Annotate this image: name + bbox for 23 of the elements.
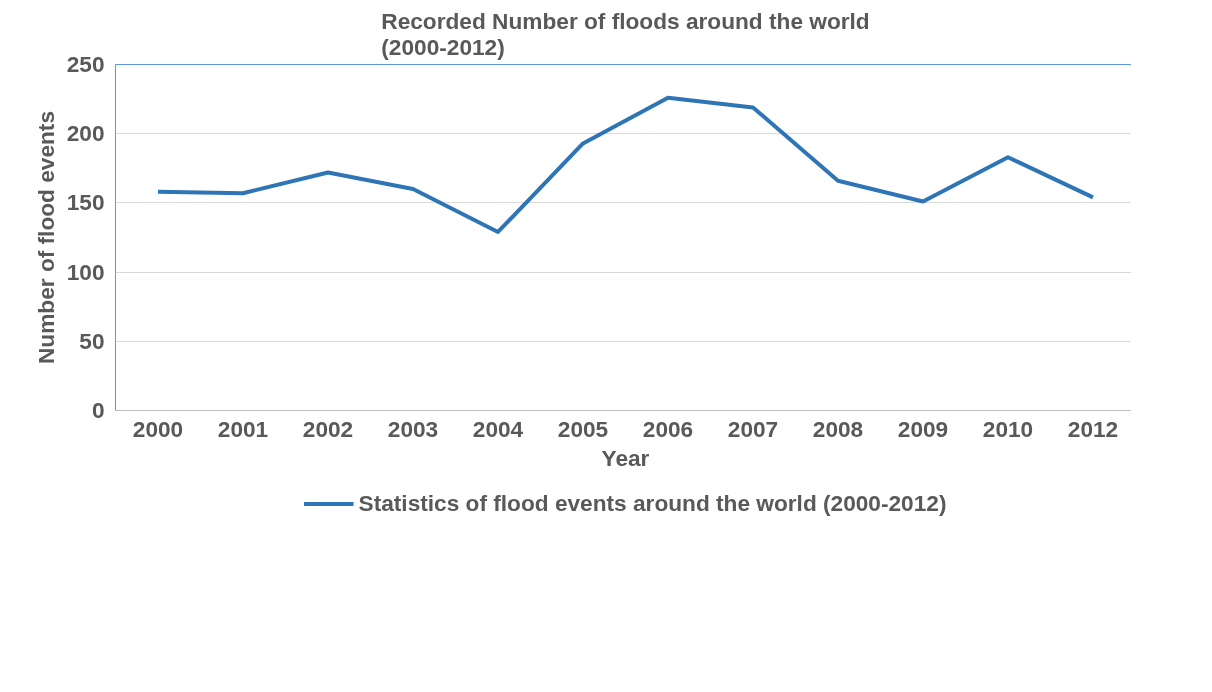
x-tick-label: 2012 (1067, 415, 1119, 442)
y-tick-label: 0 (91, 397, 105, 423)
x-tick-label: 2008 (812, 415, 864, 442)
y-tick-label: 50 (79, 327, 105, 354)
y-tick-label: 200 (66, 120, 105, 147)
x-tick-label: 2002 (302, 415, 354, 442)
x-tick-label: 2007 (727, 415, 779, 442)
x-tick-label: 2005 (557, 415, 609, 442)
x-tick-label: 2001 (217, 415, 269, 442)
y-tick-label: 250 (66, 51, 105, 77)
x-tick-label: 2000 (132, 415, 184, 442)
x-axis-title: Year (601, 444, 650, 471)
chart-title: Recorded Number of floods around the world (2000-2012) (381, 7, 870, 60)
x-tick-label: 2009 (897, 415, 949, 442)
y-tick-label: 150 (66, 189, 105, 216)
x-tick-label: 2003 (387, 415, 439, 442)
x-tick-label: 2004 (472, 415, 524, 442)
x-tick-label: 2006 (642, 415, 694, 442)
line-series (156, 95, 1095, 234)
x-tick-label: 2010 (982, 415, 1034, 442)
y-axis-title: Number of flood events (32, 110, 59, 365)
legend-label: Statistics of flood events around the world (2000-2012) (358, 489, 947, 517)
y-tick-label: 100 (66, 258, 105, 285)
